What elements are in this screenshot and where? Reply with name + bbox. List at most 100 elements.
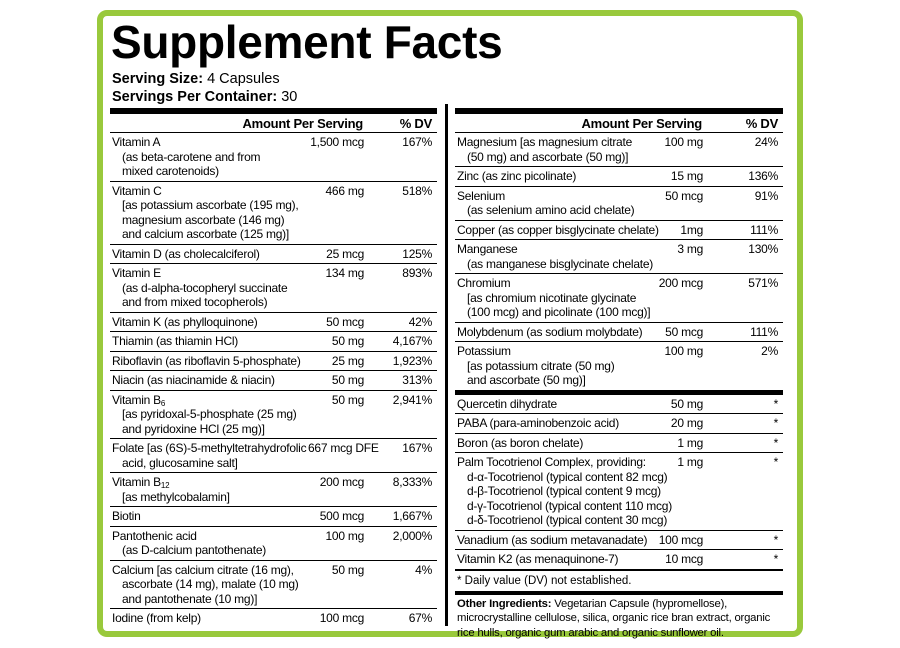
- daily-value: 1,667%: [392, 509, 432, 523]
- nutrient-name: Vitamin B6 [as pyridoxal-5-phosphate (25 …: [110, 390, 306, 439]
- nutrient-row: Manganese (as manganese bisglycinate chel…: [455, 239, 783, 274]
- nutrient-name: Manganese (as manganese bisglycinate chel…: [455, 240, 655, 274]
- daily-value: 130%: [748, 242, 778, 256]
- daily-value: 4%: [415, 562, 432, 577]
- nutrient-row: Copper (as copper bisglycinate chelate) 1…: [455, 220, 783, 240]
- name-line: Molybdenum (as sodium molybdate): [457, 324, 643, 339]
- name-line: Manganese: [457, 242, 518, 256]
- name-line: [as potassium ascorbate (195 mg),: [122, 198, 299, 212]
- amount: 25 mcg: [326, 246, 364, 261]
- serving-size-label: Serving Size:: [112, 71, 204, 87]
- name-line: Riboflavin (as riboflavin 5-phosphate): [112, 353, 301, 368]
- name-line: Pantothenic acid: [112, 528, 197, 543]
- daily-value: 125%: [402, 246, 432, 261]
- daily-value: 8,333%: [392, 475, 432, 489]
- name-line: and ascorbate (50 mg)]: [467, 373, 586, 387]
- daily-value: 42%: [408, 314, 433, 329]
- amount: 3 mg: [677, 242, 703, 256]
- amount: 50 mcg: [326, 314, 364, 329]
- name-line: d-δ-Tocotrienol (typical content 30 mcg): [467, 513, 668, 527]
- name-line: acid, glucosamine salt]: [122, 455, 238, 470]
- daily-value: 518%: [402, 183, 432, 198]
- right-panel: Amount Per Serving % DV Magnesium [as magn…: [455, 108, 783, 640]
- name-line: Potassium: [457, 344, 511, 358]
- name-line: (as d-alpha-tocopheryl succinate: [122, 280, 288, 295]
- name-line: Palm Tocotrienol Complex, providing:: [457, 455, 646, 469]
- name-line: Biotin: [112, 509, 141, 523]
- other-ingredients: Other Ingredients: Vegetarian Capsule (h…: [455, 595, 783, 641]
- nutrient-name: Magnesium [as magnesium citrate (50 mg) a…: [455, 133, 655, 167]
- name-line: and pyridoxine HCl (25 mg)]: [122, 421, 265, 436]
- name-line: Vanadium (as sodium metavanadate): [457, 532, 648, 547]
- name-line: Zinc (as zinc picolinate): [457, 169, 577, 183]
- name-line: Niacin (as niacinamide & niacin): [112, 373, 275, 387]
- nutrient-row: Magnesium [as magnesium citrate (50 mg) a…: [455, 132, 783, 167]
- nutrient-row: Zinc (as zinc picolinate) 15 mg 136%: [455, 166, 783, 187]
- amount: 25 mg: [331, 353, 364, 368]
- amount-header: Amount Per Serving: [581, 116, 703, 131]
- amount: 1,500 mcg: [310, 135, 364, 149]
- nutrient-name: Riboflavin (as riboflavin 5-phosphate): [110, 351, 306, 371]
- name-line: Quercetin dihydrate: [457, 396, 557, 411]
- nutrient-name: Vitamin K (as phylloquinone): [110, 312, 306, 332]
- name-line: Boron (as boron chelate): [457, 435, 584, 450]
- nutrient-table: Amount Per Serving % DV Magnesium [as magn…: [455, 108, 783, 571]
- daily-value: *: [773, 552, 779, 566]
- daily-value: *: [773, 416, 779, 430]
- name-line: Selenium: [457, 188, 506, 203]
- name-line: magnesium ascorbate (146 mg): [122, 212, 285, 227]
- daily-value: *: [773, 435, 779, 450]
- nutrient-name: Pantothenic acid (as D-calcium pantothena…: [110, 526, 306, 560]
- nutrient-name: Boron (as boron chelate): [455, 433, 655, 453]
- nutrient-row: Iodine (from kelp) 100 mcg 67%: [110, 608, 437, 628]
- nutrient-table: Amount Per Serving % DV Vitamin A (as beta-…: [110, 108, 437, 628]
- name-line: [as methylcobalamin]: [122, 489, 230, 504]
- nutrient-row: Quercetin dihydrate 50 mg *: [455, 392, 783, 414]
- nutrient-row: Chromium [as chromium nicotinate glycinat…: [455, 273, 783, 323]
- nutrient-row: Vitamin B12 [as methylcobalamin] 200 mcg 8,…: [110, 472, 437, 507]
- name-line: (50 mg) and ascorbate (50 mg)]: [467, 149, 629, 164]
- name-line: [as potassium citrate (50 mg): [467, 358, 615, 373]
- servings-value: 30: [281, 89, 298, 105]
- daily-value: 136%: [748, 169, 778, 183]
- amount: 50 mg: [331, 562, 364, 577]
- amount: 134 mg: [325, 266, 364, 280]
- name-line: Vitamin K (as phylloquinone): [112, 314, 258, 329]
- amount: 10 mcg: [665, 552, 703, 566]
- daily-value: 4,167%: [392, 334, 432, 348]
- name-line: [as chromium nicotinate glycinate: [467, 290, 637, 305]
- nutrient-name: Biotin: [110, 507, 306, 527]
- nutrient-name: Thiamin (as thiamin HCl): [110, 332, 306, 352]
- nutrient-row: Thiamin (as thiamin HCl) 50 mg 4,167%: [110, 331, 437, 352]
- header-row: Amount Per Serving % DV: [110, 111, 437, 133]
- name-line: (as D-calcium pantothenate): [122, 543, 266, 557]
- daily-value: 2,941%: [392, 392, 432, 407]
- name-line: and calcium ascorbate (125 mg)]: [122, 227, 289, 241]
- amount: 200 mcg: [319, 475, 365, 489]
- column-divider: [445, 104, 448, 626]
- nutrient-row: Vitamin E (as d-alpha-tocopheryl succinat…: [110, 263, 437, 313]
- name-line: Vitamin D (as cholecalciferol): [112, 246, 260, 261]
- nutrient-row: Vitamin K2 (as menaquinone-7) 10 mcg *: [455, 549, 783, 570]
- nutrient-name: Quercetin dihydrate: [455, 392, 655, 414]
- amount: 100 mg: [664, 344, 703, 358]
- nutrient-name: Niacin (as niacinamide & niacin): [110, 371, 306, 391]
- nutrient-name: Calcium [as calcium citrate (16 mg), asco…: [110, 560, 306, 609]
- amount: 1mg: [680, 222, 703, 237]
- subscript: 12: [160, 481, 170, 490]
- daily-value: 313%: [402, 373, 432, 387]
- nutrient-name: PABA (para-aminobenzoic acid): [455, 414, 655, 434]
- subscript: 6: [160, 398, 166, 408]
- dv-header: % DV: [745, 116, 778, 131]
- nutrient-name: Molybdenum (as sodium molybdate): [455, 322, 655, 342]
- nutrient-name: Vitamin C [as potassium ascorbate (195 mg…: [110, 181, 306, 244]
- nutrient-name: Vitamin A (as beta-carotene and from mixed…: [110, 133, 306, 182]
- name-line: Vitamin B6: [112, 392, 166, 408]
- nutrient-row: Vitamin A (as beta-carotene and from mixed…: [110, 132, 437, 182]
- amount: 100 mcg: [658, 532, 704, 547]
- amount: 466 mg: [325, 183, 364, 198]
- name-line: Thiamin (as thiamin HCl): [112, 334, 239, 348]
- other-ingredients-text: Vegetarian Capsule (hypromellose), micro…: [457, 597, 771, 639]
- nutrient-row: Niacin (as niacinamide & niacin) 50 mg 313…: [110, 370, 437, 391]
